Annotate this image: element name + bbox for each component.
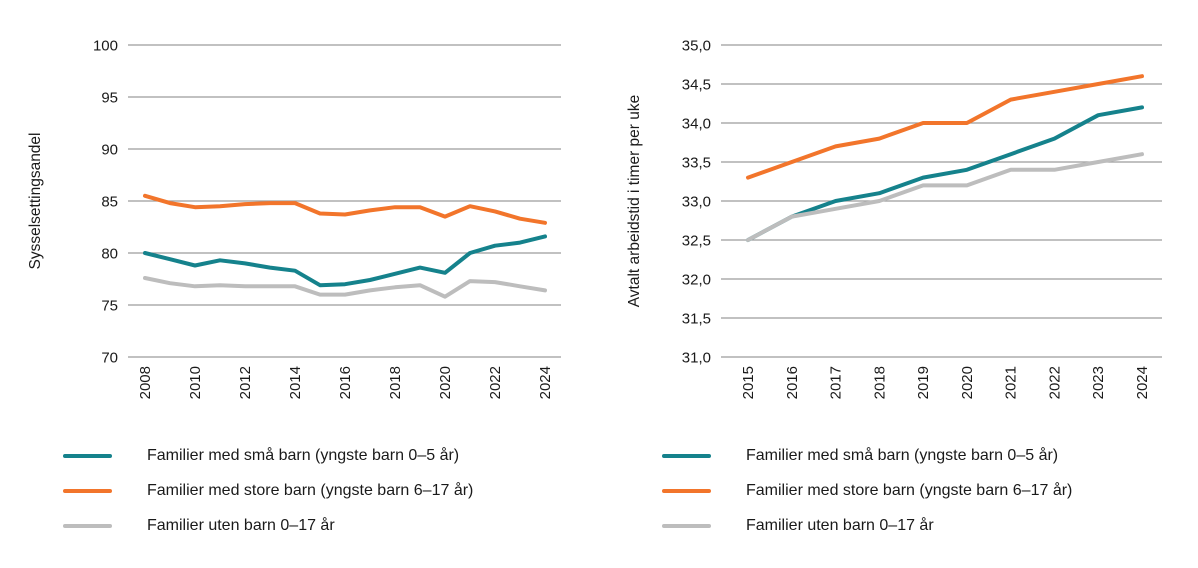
x-tick-label: 2017 bbox=[828, 366, 845, 399]
x-tick-label: 2016 bbox=[784, 366, 801, 399]
x-tick-label: 2010 bbox=[187, 366, 204, 399]
working-hours-plot: 35,0 34,5 34,0 33,5 33,0 32,5 32,0 31,5 31,0 2015… bbox=[626, 38, 1162, 399]
y-tick-label: 31,0 bbox=[682, 350, 711, 367]
y-tick-label: 35,0 bbox=[682, 38, 711, 55]
y-tick-label: 80 bbox=[101, 246, 118, 263]
legend-label: Familier med små barn (yngste barn 0–5 å… bbox=[746, 447, 1059, 464]
y-tick-label: 34,0 bbox=[682, 116, 711, 133]
y-tick-label: 70 bbox=[101, 350, 118, 367]
x-tick-label: 2015 bbox=[740, 366, 757, 399]
legend-swatch-teal bbox=[63, 453, 112, 459]
y-tick-label: 90 bbox=[101, 142, 118, 159]
legend-item: Familier med små barn (yngste barn 0–5 å… bbox=[63, 446, 599, 466]
legend-item: Familier med store barn (yngste barn 6–1… bbox=[63, 481, 599, 501]
x-tick-label: 2014 bbox=[287, 366, 304, 399]
y-tick-label: 95 bbox=[101, 90, 118, 107]
legend-label: Familier uten barn 0–17 år bbox=[746, 517, 934, 534]
legend-swatch-teal bbox=[662, 453, 711, 459]
series-line-orange bbox=[746, 74, 1144, 180]
x-tick-label: 2022 bbox=[487, 366, 504, 399]
y-tick-label: 75 bbox=[101, 298, 118, 315]
legend-swatch-gray bbox=[63, 523, 112, 529]
series-line-orange bbox=[143, 193, 547, 225]
series-line-gray bbox=[746, 152, 1144, 242]
x-tick-label: 2018 bbox=[387, 366, 404, 399]
x-tick-label: 2024 bbox=[1134, 366, 1151, 399]
y-axis-label: Avtalt arbeidstid i timer per uke bbox=[626, 95, 643, 308]
y-tick-label: 85 bbox=[101, 194, 118, 211]
y-tick-label: 32,0 bbox=[682, 272, 711, 289]
x-tick-label: 2024 bbox=[537, 366, 554, 399]
x-tick-label: 2023 bbox=[1090, 366, 1107, 399]
y-tick-label: 31,5 bbox=[682, 311, 711, 328]
y-tick-label: 33,0 bbox=[682, 194, 711, 211]
employment-share-chart: 100 95 90 85 80 75 70 2008 2010 2012 2014 2016 2018 2… bbox=[0, 38, 599, 536]
legend-label: Familier med store barn (yngste barn 6–1… bbox=[147, 482, 474, 499]
series-line-gray bbox=[143, 276, 547, 299]
working-hours-chart: 35,0 34,5 34,0 33,5 33,0 32,5 32,0 31,5 31,0 2015… bbox=[599, 0, 1198, 568]
legend-label: Familier uten barn 0–17 år bbox=[147, 517, 335, 534]
y-tick-label: 33,5 bbox=[682, 155, 711, 172]
legend-swatch-orange bbox=[662, 488, 711, 494]
legend-swatch-orange bbox=[63, 488, 112, 494]
x-tick-label: 2008 bbox=[137, 366, 154, 399]
x-tick-label: 2016 bbox=[337, 366, 354, 399]
legend-label: Familier med store barn (yngste barn 6–1… bbox=[746, 482, 1073, 499]
employment-share-legend: Familier med små barn (yngste barn 0–5 å… bbox=[0, 446, 599, 536]
x-tick-label: 2021 bbox=[1003, 366, 1020, 399]
series-line-teal bbox=[746, 105, 1144, 242]
x-tick-label: 2019 bbox=[915, 366, 932, 399]
legend-label: Familier med små barn (yngste barn 0–5 å… bbox=[147, 447, 460, 464]
series-line-teal bbox=[143, 234, 547, 288]
legend-item: Familier uten barn 0–17 år bbox=[63, 516, 599, 536]
x-tick-label: 2012 bbox=[237, 366, 254, 399]
y-axis-label: Sysselsettingsandel bbox=[27, 133, 44, 270]
legend-swatch-gray bbox=[662, 523, 711, 529]
legend-item: Familier uten barn 0–17 år bbox=[662, 516, 1198, 536]
legend-item: Familier med store barn (yngste barn 6–1… bbox=[662, 481, 1198, 501]
y-tick-label: 32,5 bbox=[682, 233, 711, 250]
x-tick-label: 2022 bbox=[1046, 366, 1063, 399]
employment-share-plot: 100 95 90 85 80 75 70 2008 2010 2012 2014 2016 2018 2… bbox=[27, 38, 561, 399]
y-tick-label: 34,5 bbox=[682, 77, 711, 94]
legend-item: Familier med små barn (yngste barn 0–5 å… bbox=[662, 446, 1198, 466]
x-tick-label: 2020 bbox=[959, 366, 976, 399]
working-hours-legend: Familier med små barn (yngste barn 0–5 å… bbox=[599, 446, 1198, 536]
y-tick-label: 100 bbox=[93, 38, 118, 55]
x-tick-label: 2018 bbox=[871, 366, 888, 399]
x-tick-label: 2020 bbox=[437, 366, 454, 399]
